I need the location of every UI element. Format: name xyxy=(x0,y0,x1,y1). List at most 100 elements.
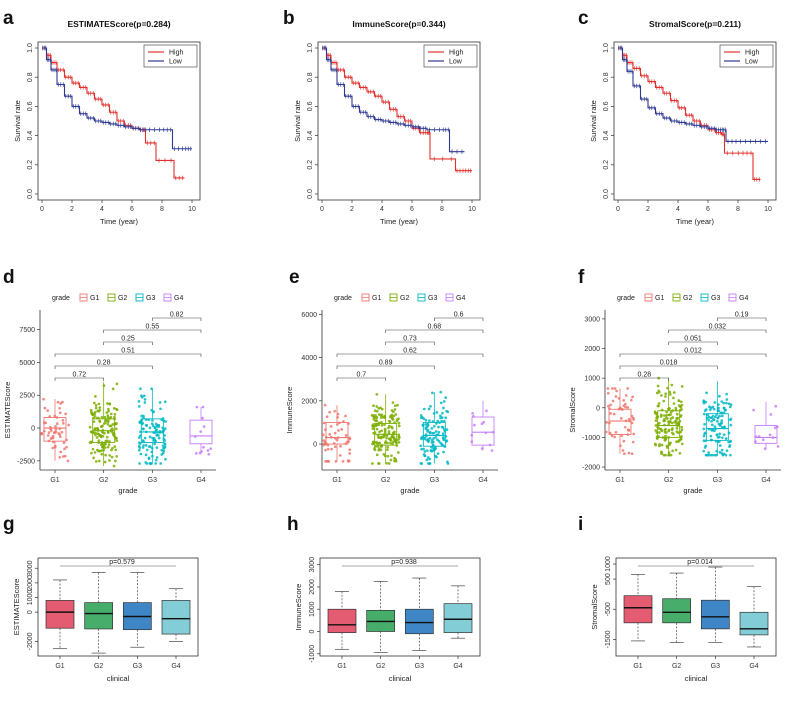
comparison-pvalue: 0.018 xyxy=(660,360,678,367)
jitter-point xyxy=(754,440,757,443)
legend-label: G1 xyxy=(90,295,99,302)
jitter-point xyxy=(445,428,449,431)
jitter-point xyxy=(727,431,731,435)
comparison-pvalue: 0.19 xyxy=(735,312,749,319)
legend-title: grade xyxy=(334,295,352,302)
jitter-point xyxy=(729,439,732,443)
y-tick-label: 1000 xyxy=(605,556,612,572)
jitter-point xyxy=(107,407,110,411)
jitter-point xyxy=(621,449,625,452)
jitter-point xyxy=(375,427,379,431)
jitter-point xyxy=(680,442,684,446)
jitter-point xyxy=(62,441,66,445)
jitter-point xyxy=(329,435,333,439)
jitter-point xyxy=(703,446,707,449)
jitter-point xyxy=(720,419,724,423)
jitter-point xyxy=(339,444,342,448)
jitter-point xyxy=(138,462,141,465)
jitter-point xyxy=(322,443,325,447)
jitter-point xyxy=(676,424,679,428)
legend-label: G3 xyxy=(711,295,720,302)
jitter-point xyxy=(372,415,376,419)
jitter-point xyxy=(678,419,682,423)
jitter-point xyxy=(95,436,99,439)
jitter-point xyxy=(137,448,141,452)
jitter-point xyxy=(480,447,484,451)
jitter-point xyxy=(470,440,474,444)
comparison-bracket xyxy=(619,365,718,369)
jitter-point xyxy=(424,418,428,422)
jitter-point xyxy=(672,391,676,394)
box-G1 xyxy=(327,608,357,633)
y-tick-label: 0.8 xyxy=(603,72,610,82)
jitter-point xyxy=(143,401,147,404)
jitter-point xyxy=(49,429,53,432)
jitter-point xyxy=(48,415,52,418)
jitter-point xyxy=(326,443,330,447)
jitter-point xyxy=(428,431,432,435)
jitter-point xyxy=(143,397,147,401)
x-axis-label: Time (year) xyxy=(380,217,419,226)
jitter-point xyxy=(344,434,348,437)
comparison-bracket xyxy=(385,341,435,345)
survival-curve-low xyxy=(42,47,192,150)
survival-curve-low xyxy=(618,47,768,142)
x-tick-label: G3 xyxy=(133,663,142,670)
x-tick-label: G3 xyxy=(148,477,157,484)
jitter-point xyxy=(103,446,107,449)
jitter-point xyxy=(610,434,614,438)
jitter-point xyxy=(111,387,115,391)
jitter-point xyxy=(58,406,61,410)
jitter-point xyxy=(154,429,158,432)
jitter-point xyxy=(667,422,671,426)
jitter-point xyxy=(491,430,495,434)
jitter-point xyxy=(632,432,636,436)
jitter-point xyxy=(670,421,674,425)
y-tick-label: 0 xyxy=(309,629,316,633)
jitter-point xyxy=(705,416,709,420)
jitter-point xyxy=(142,394,146,398)
jitter-point xyxy=(150,422,154,426)
x-tick-label: 6 xyxy=(410,206,414,213)
jitter-point xyxy=(430,427,434,430)
jitter-point xyxy=(383,416,386,420)
y-tick-label: 0.4 xyxy=(27,131,34,141)
jitter-point xyxy=(662,453,666,457)
jitter-point xyxy=(729,423,733,427)
jitter-point xyxy=(432,424,436,428)
box-panel-d: d grade G1 G2 G3 G4 -2500 0 2500 5000 7500 G1 G2 G3 G4… xyxy=(3,267,216,495)
jitter-point xyxy=(374,422,378,426)
y-tick-label: 1000 xyxy=(27,590,34,606)
jitter-point xyxy=(761,438,765,442)
jitter-point xyxy=(387,430,391,433)
jitter-point xyxy=(390,409,394,412)
jitter-point xyxy=(380,423,384,427)
jitter-point xyxy=(115,407,118,411)
jitter-point xyxy=(471,412,474,415)
y-tick-label: 6000 xyxy=(301,312,317,319)
jitter-point xyxy=(623,425,627,429)
jitter-point xyxy=(335,423,339,426)
jitter-point xyxy=(163,400,167,404)
jitter-point xyxy=(66,459,70,463)
jitter-point xyxy=(142,427,145,431)
jitter-point xyxy=(144,453,148,457)
jitter-point xyxy=(94,403,98,407)
y-tick-label: 2000 xyxy=(27,575,34,591)
jitter-point xyxy=(624,402,627,406)
y-axis-label: StromalScore xyxy=(568,387,577,432)
jitter-point xyxy=(680,425,684,429)
jitter-point xyxy=(341,460,345,463)
jitter-point xyxy=(441,411,444,415)
jitter-point xyxy=(720,425,724,429)
jitter-point xyxy=(710,423,714,427)
y-tick-label: 0.0 xyxy=(27,189,34,199)
jitter-point xyxy=(702,399,706,403)
jitter-point xyxy=(105,435,109,439)
jitter-point xyxy=(446,462,450,465)
survival-curve-high xyxy=(618,47,761,180)
jitter-point xyxy=(614,431,618,434)
jitter-point xyxy=(630,452,634,456)
jitter-point xyxy=(443,445,447,448)
jitter-point xyxy=(606,387,610,390)
